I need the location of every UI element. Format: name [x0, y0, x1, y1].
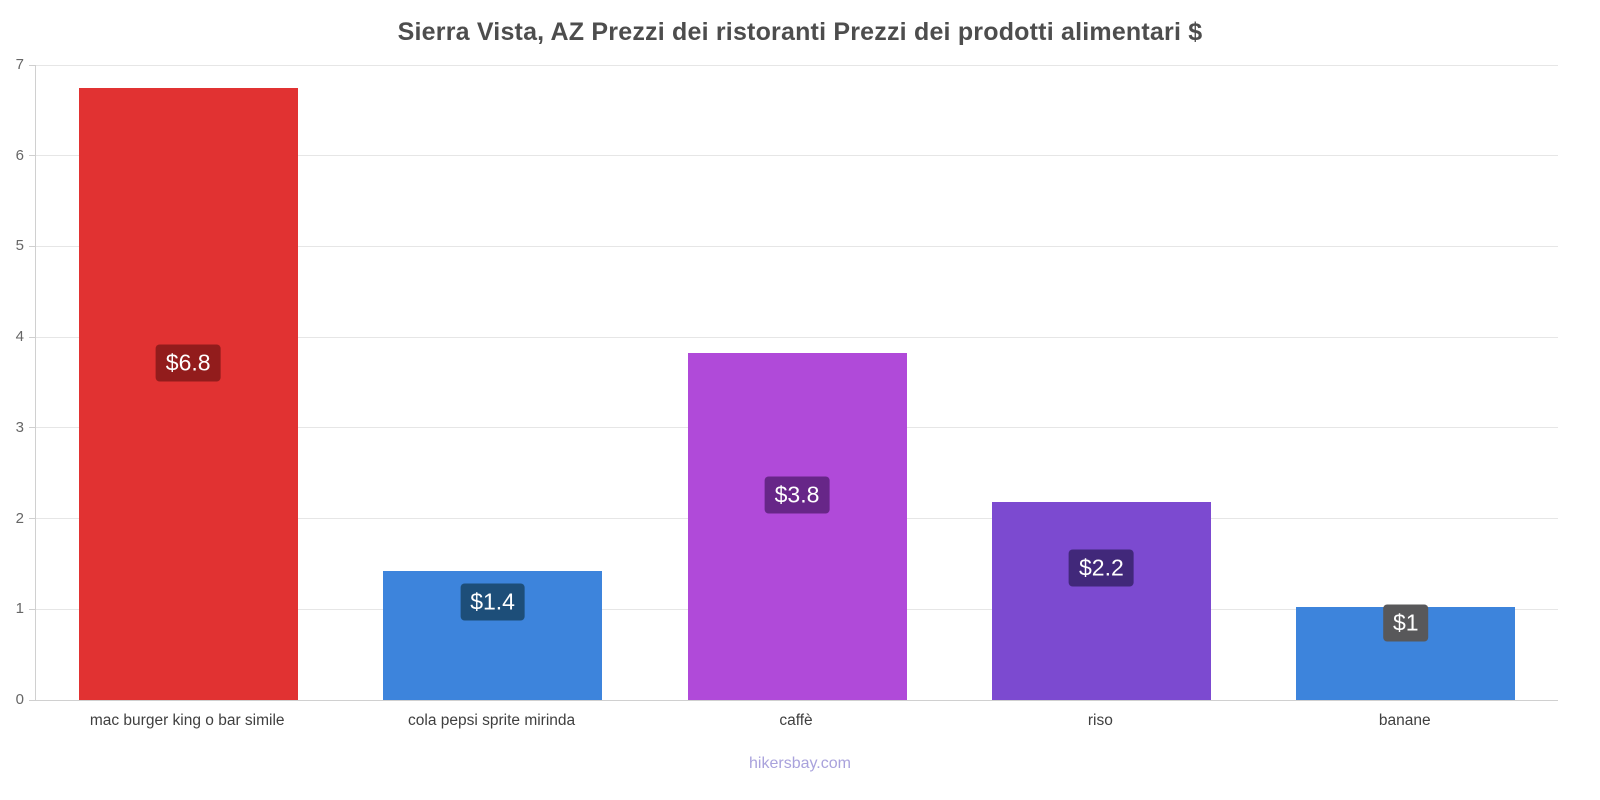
gridline — [36, 245, 1558, 247]
value-label-3: $3.8 — [764, 476, 830, 514]
value-label-2: $1.4 — [460, 583, 525, 621]
y-tick-label: 5 — [15, 237, 24, 255]
y-tick-label: 1 — [15, 600, 24, 618]
bar-1[interactable] — [78, 87, 298, 700]
value-label-4: $2.2 — [1069, 549, 1134, 586]
gridline — [36, 155, 1558, 157]
y-tick-label: 3 — [15, 418, 24, 436]
plot-area: 0 1 2 3 4 5 6 7 $6.8 $1.4 $3.8 $2.2 $1 — [16, 56, 1558, 708]
bar-4[interactable] — [991, 502, 1211, 700]
y-tick-mark — [29, 336, 36, 338]
chart-title: Sierra Vista, AZ Prezzi dei ristoranti P… — [397, 18, 1203, 46]
x-axis-label-1: mac burger king o bar simile — [89, 712, 285, 729]
x-axis-label-5: banane — [1378, 712, 1431, 729]
y-tick-label: 4 — [15, 328, 24, 346]
x-axis-label-2: cola pepsi sprite mirinda — [408, 712, 576, 729]
value-label-1: $6.8 — [155, 344, 221, 382]
gridline — [36, 336, 1558, 338]
y-tick-mark — [29, 518, 36, 520]
value-label-5: $1 — [1383, 604, 1429, 642]
x-axis-label-3: caffè — [779, 712, 813, 729]
y-tick-mark — [29, 64, 36, 66]
y-tick-mark — [29, 427, 36, 429]
footer-link[interactable]: hikersbay.com — [749, 755, 851, 772]
y-tick-label: 6 — [15, 146, 24, 164]
bar-3[interactable] — [687, 352, 907, 700]
y-tick-label: 0 — [15, 691, 24, 708]
y-tick-mark — [29, 608, 36, 610]
gridline — [36, 64, 1558, 66]
y-tick-label: 7 — [15, 56, 24, 73]
y-tick-label: 2 — [15, 509, 24, 527]
y-tick-mark — [29, 699, 36, 701]
y-tick-mark — [29, 245, 36, 247]
x-axis-label-4: riso — [1087, 712, 1113, 729]
y-tick-mark — [29, 155, 36, 157]
